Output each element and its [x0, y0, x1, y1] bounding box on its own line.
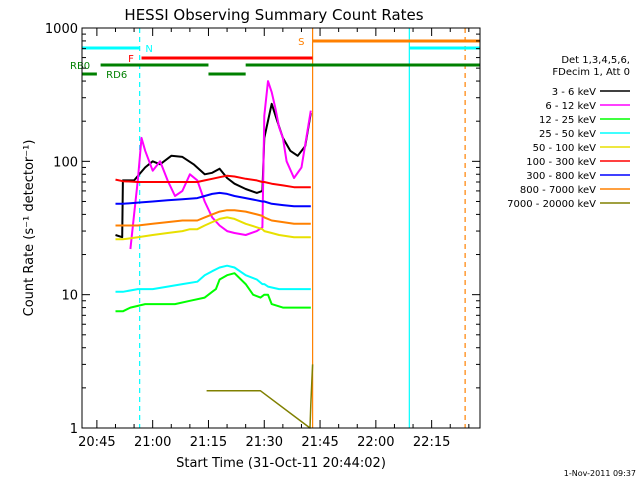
series-line	[115, 209, 311, 227]
series-line	[129, 80, 312, 250]
chart-title: HESSI Observing Summary Count Rates	[124, 6, 423, 24]
flag-bars: N S F RB0 RD6	[70, 37, 480, 81]
legend-label: 300 - 800 keV	[526, 171, 596, 182]
flag-label: RB0	[70, 61, 90, 72]
legend: Det 1,3,4,5,6,FDecim 1, Att 0 3 - 6 keV 6 …	[507, 55, 630, 210]
flag-label: RD6	[106, 70, 127, 81]
x-tick-label: 22:00	[357, 435, 394, 450]
footer-timestamp: 1-Nov-2011 09:37	[564, 469, 636, 478]
y-tick-label: 100	[53, 155, 78, 170]
series-line	[115, 174, 311, 189]
x-tick-label: 20:45	[78, 435, 115, 450]
flag-label: S	[298, 37, 304, 48]
legend-label: 100 - 300 keV	[526, 157, 596, 168]
series-line	[115, 191, 311, 208]
x-tick-label: 21:45	[301, 435, 338, 450]
legend-label: 12 - 25 keV	[539, 115, 596, 126]
series-line	[115, 264, 311, 293]
x-axis-label: Start Time (31-Oct-11 20:44:02)	[176, 456, 386, 471]
legend-label: 50 - 100 keV	[533, 143, 597, 154]
legend-label: 800 - 7000 keV	[520, 185, 596, 196]
series-line	[115, 272, 311, 313]
legend-label: 7000 - 20000 keV	[507, 199, 596, 210]
series-line	[115, 216, 311, 241]
y-axis-label: Count Rate (s⁻¹ detector⁻¹)	[22, 140, 37, 317]
plot-frame	[81, 27, 481, 429]
y-tick-label: 1000	[45, 22, 78, 37]
x-tick-label: 22:15	[413, 435, 450, 450]
y-tick-label: 10	[61, 289, 78, 304]
legend-label: 25 - 50 keV	[539, 129, 596, 140]
x-tick-label: 21:00	[134, 435, 171, 450]
flag-label: N	[145, 44, 152, 55]
legend-label: 3 - 6 keV	[552, 87, 596, 98]
flag-label: F	[128, 54, 134, 65]
axes: 1 10 100 1000 20:45 21:00 21:15 21:30 21:45 22:00…	[45, 22, 481, 450]
x-tick-label: 21:15	[190, 435, 227, 450]
legend-label: 6 - 12 keV	[545, 101, 596, 112]
y-tick-label: 1	[70, 422, 78, 437]
legend-header: FDecim 1, Att 0	[552, 67, 630, 78]
plot-area	[139, 28, 466, 428]
x-tick-label: 21:30	[246, 435, 283, 450]
legend-header: Det 1,3,4,5,6,	[561, 55, 630, 66]
series-lines	[115, 80, 314, 429]
